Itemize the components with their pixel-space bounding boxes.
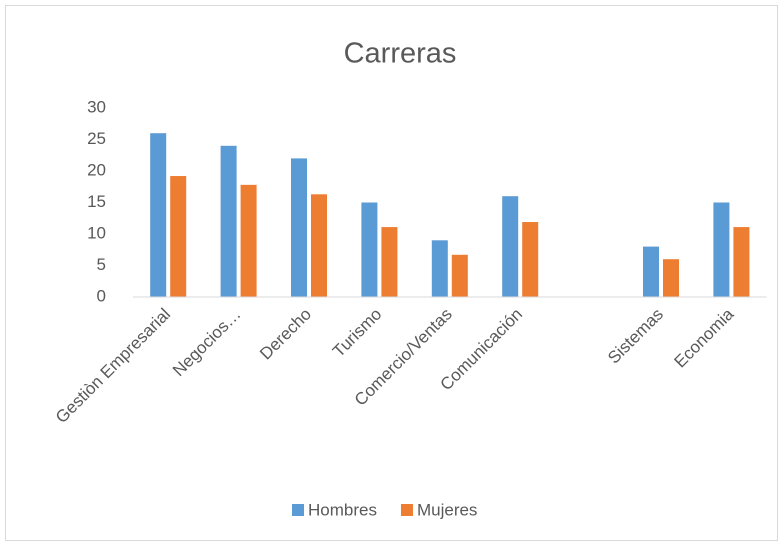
bar (170, 176, 187, 297)
bar (431, 240, 448, 297)
y-tick-label: 10 (87, 223, 106, 242)
bar (381, 227, 398, 297)
bar (733, 227, 750, 297)
y-tick-label: 25 (87, 129, 106, 148)
y-tick-label: 15 (87, 192, 106, 211)
legend-label: Mujeres (417, 500, 477, 519)
chart-title: Carreras (344, 38, 457, 70)
bar (220, 145, 237, 297)
y-tick-label: 20 (87, 160, 106, 179)
bar (451, 254, 468, 297)
legend-swatch (400, 504, 413, 516)
y-tick-label: 5 (97, 255, 106, 274)
bar (361, 202, 378, 297)
y-tick-label: 0 (97, 286, 106, 305)
bar (311, 194, 327, 297)
bar (150, 133, 167, 297)
y-tick-label: 30 (87, 97, 106, 116)
bar (522, 222, 539, 297)
bar (502, 196, 519, 297)
bar (663, 259, 679, 297)
bar (713, 202, 730, 297)
bar (291, 158, 307, 297)
bar (643, 246, 659, 297)
bar (240, 184, 257, 297)
legend-swatch (292, 504, 304, 516)
legend-label: Hombres (308, 500, 377, 519)
